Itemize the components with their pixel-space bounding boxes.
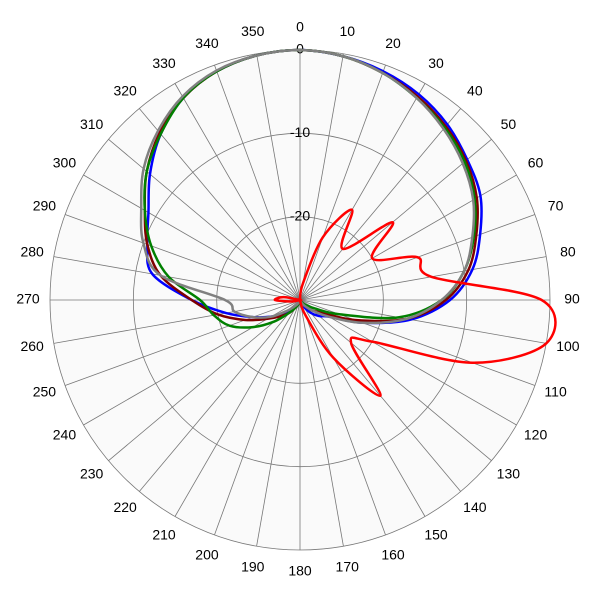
angle-tick-label: 130 [497,466,521,482]
ring [216,216,384,384]
angle-tick-label: 120 [524,427,548,443]
spoke-line [299,138,492,301]
spoke-line [53,299,301,344]
spoke-line [299,299,547,344]
spoke-line [299,299,344,547]
angle-tick-label: 260 [20,338,44,354]
series-line [273,208,557,398]
spoke-line [108,299,301,462]
angle-tick-label: 340 [195,35,219,51]
angle-tick-label: 150 [424,526,448,542]
angle-tick-label: 350 [241,23,265,39]
spoke-line [64,214,301,301]
angle-tick-label: 180 [288,563,312,579]
angle-tick-label: 250 [33,384,57,400]
angle-tick-label: 30 [428,55,444,71]
angle-tick-label: 330 [152,55,176,71]
angle-tick-label: 20 [385,35,401,51]
angle-tick-label: 70 [548,198,564,214]
spoke-line [299,299,386,536]
angle-tick-label: 220 [113,499,137,515]
angle-tick-label: 140 [463,499,487,515]
angle-tick-label: 310 [80,116,104,132]
angle-tick-label: 10 [339,23,355,39]
angle-tick-label: 90 [564,291,580,307]
spoke-line [174,299,301,517]
angle-tick-label: 320 [113,82,137,98]
angle-tick-label: 50 [501,116,517,132]
ring [132,132,468,468]
spoke-line [299,108,462,301]
angle-tick-label: 160 [381,546,405,562]
spoke-line [299,256,547,301]
angle-tick-label: 0 [296,19,304,35]
angle-tick-label: 210 [152,526,176,542]
angle-tick-label: 100 [556,338,580,354]
angle-tick-label: 280 [20,243,44,259]
angle-tick-label: 230 [80,466,104,482]
spoke-line [256,53,301,301]
spoke-line [299,83,426,301]
radial-tick-label: -10 [290,124,310,140]
spoke-line [174,83,301,301]
radial-tick-label: 0 [296,41,304,57]
spoke-line [83,299,301,426]
spoke-line [108,138,301,301]
angle-tick-label: 60 [528,155,544,171]
angle-tick-label: 270 [16,291,40,307]
spoke-line [138,108,301,301]
angle-tick-label: 290 [33,198,57,214]
angle-tick-label: 80 [560,243,576,259]
spoke-line [256,299,301,547]
spoke-line [83,174,301,301]
spoke-line [299,53,344,301]
angle-tick-label: 170 [336,559,360,575]
angle-tick-label: 200 [195,546,219,562]
radial-tick-label: -20 [290,207,310,223]
spoke-line [64,299,301,386]
angle-tick-label: 110 [544,384,567,400]
spoke-line [138,299,301,492]
spoke-line [299,299,492,462]
angle-tick-label: 240 [53,427,77,443]
spoke-line [299,64,386,301]
angle-tick-label: 40 [467,82,483,98]
spoke-line [299,299,426,517]
spoke-line [53,256,301,301]
angle-tick-label: 300 [53,155,77,171]
spoke-line [214,64,301,301]
spoke-line [299,299,517,426]
angle-tick-label: 190 [241,559,265,575]
spoke-line [214,299,301,536]
